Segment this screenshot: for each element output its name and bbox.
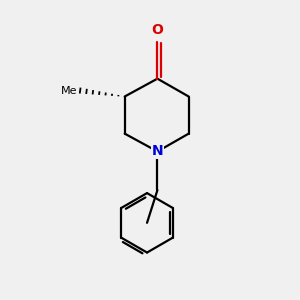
Text: O: O [152, 23, 164, 37]
Text: N: N [152, 145, 163, 158]
Text: Me: Me [61, 85, 77, 96]
